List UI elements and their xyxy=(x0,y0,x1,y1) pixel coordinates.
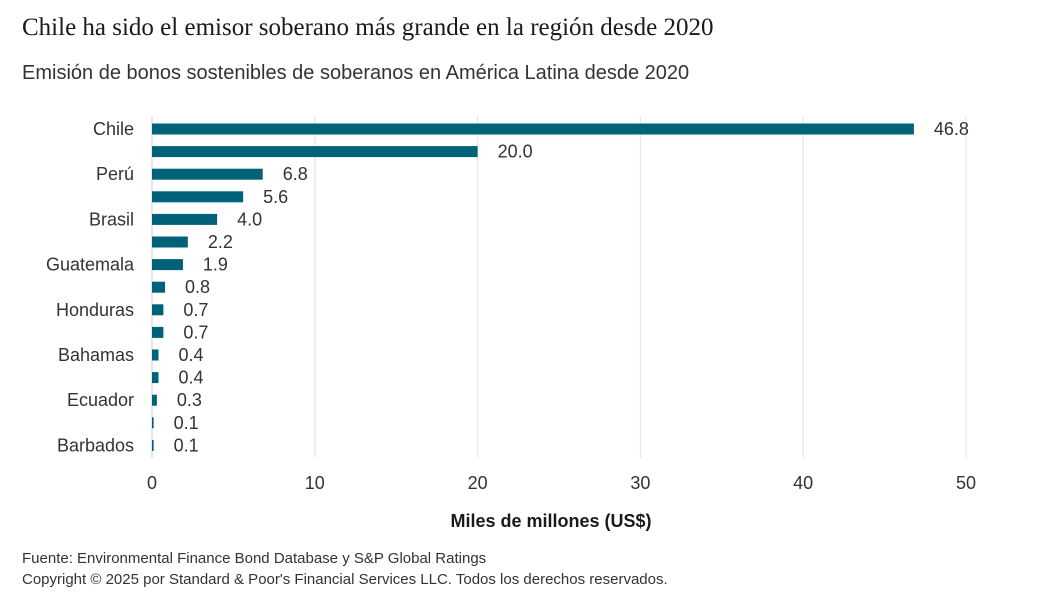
data-label: 6.8 xyxy=(283,164,308,184)
bar xyxy=(152,259,183,271)
bar xyxy=(152,372,159,384)
bar xyxy=(152,326,164,338)
chart-title: Chile ha sido el emisor soberano más gra… xyxy=(22,14,714,41)
x-axis-title: Miles de millones (US$) xyxy=(450,511,651,531)
bar xyxy=(152,417,154,429)
x-tick-label: 30 xyxy=(630,473,650,493)
category-label: Guatemala xyxy=(46,255,135,275)
bar-chart: 0 10 20 30 40 50 46.8 Chile 20.0 6.8 Perú 5.64.0 Bra… xyxy=(46,116,976,531)
data-label: 2.2 xyxy=(208,232,233,252)
bar xyxy=(152,439,154,451)
bar xyxy=(152,146,478,158)
data-label: 0.1 xyxy=(174,413,199,433)
data-label: 1.9 xyxy=(203,255,228,275)
gridlines xyxy=(151,116,967,458)
category-label: Perú xyxy=(96,164,134,184)
data-label: 0.4 xyxy=(179,345,204,365)
data-label: 0.7 xyxy=(183,322,208,342)
data-label: 0.1 xyxy=(174,435,199,455)
category-label: Honduras xyxy=(56,300,134,320)
data-label: 0.8 xyxy=(185,277,210,297)
copyright-note: Copyright © 2025 por Standard & Poor's F… xyxy=(22,571,668,588)
bar xyxy=(152,236,188,248)
bar xyxy=(152,349,159,361)
data-label: 20.0 xyxy=(498,142,533,162)
category-label: Barbados xyxy=(57,435,134,455)
bar xyxy=(152,394,157,406)
bar xyxy=(152,168,263,180)
data-label: 46.8 xyxy=(934,119,969,139)
bars xyxy=(152,123,914,451)
x-tick-label: 10 xyxy=(305,473,325,493)
chart-subtitle: Emisión de bonos sostenibles de soberano… xyxy=(22,62,690,84)
x-tick-label: 20 xyxy=(468,473,488,493)
bar xyxy=(152,304,164,316)
bar xyxy=(152,123,914,135)
x-tick-label: 0 xyxy=(147,473,157,493)
category-label: Chile xyxy=(93,119,134,139)
data-label: 0.7 xyxy=(183,300,208,320)
data-label: 0.3 xyxy=(177,390,202,410)
category-label: Ecuador xyxy=(67,390,134,410)
bar xyxy=(152,191,244,203)
source-note: Fuente: Environmental Finance Bond Datab… xyxy=(22,550,487,567)
labels: 0 10 20 30 40 50 46.8 Chile 20.0 6.8 Perú 5.64.0 Bra… xyxy=(46,119,976,493)
x-tick-label: 40 xyxy=(793,473,813,493)
x-tick-label: 50 xyxy=(956,473,976,493)
data-label: 4.0 xyxy=(237,209,262,229)
data-label: 5.6 xyxy=(263,187,288,207)
category-label: Bahamas xyxy=(58,345,134,365)
category-label: Brasil xyxy=(89,209,134,229)
data-label: 0.4 xyxy=(179,368,204,388)
bar xyxy=(152,281,166,293)
bar xyxy=(152,213,218,225)
